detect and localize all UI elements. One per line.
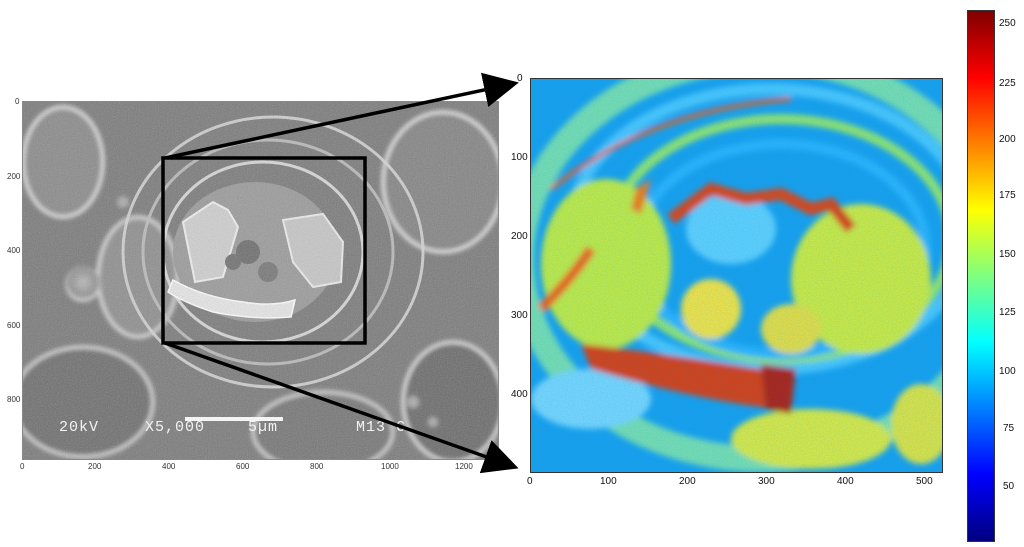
sem-scale-label: 5µm [248,419,279,436]
zoom-box [161,156,367,345]
sem-image-graphic [23,102,498,459]
zoom-arrow-top [164,72,519,160]
heatmap-y-tick: 200 [511,231,528,242]
heatmap-y-tick: 0 [517,73,523,84]
sem-x-tick: 800 [310,462,324,471]
sem-voltage-label: 20kV [59,419,100,436]
heatmap-x-tick: 100 [600,476,617,487]
sem-x-tick: 400 [162,462,176,471]
colorbar-tick: 75 [1003,423,1015,434]
colorbar-tick: 225 [999,78,1016,89]
sem-x-tick: 1000 [381,462,399,471]
colorbar-tick: 175 [999,190,1016,201]
colorbar-tick: 100 [999,366,1016,377]
heatmap-y-tick: 400 [511,389,528,400]
colorbar-tick: 150 [999,249,1016,260]
sem-x-tick: 0 [20,462,25,471]
heatmap-y-tick: 100 [511,152,528,163]
sem-y-tick: 400 [7,246,21,255]
heatmap-x-tick: 300 [758,476,775,487]
colorbar-tick: 50 [1003,481,1015,492]
heatmap-graphic [531,79,942,472]
colorbar-tick: 125 [999,307,1016,318]
sem-image: 20kV X5,000 5µm M13 C [22,101,499,460]
zoom-arrow-bottom [164,341,519,474]
sem-x-tick: 1200 [455,462,473,471]
heatmap-x-tick: 400 [837,476,854,487]
sem-x-tick: 200 [88,462,102,471]
heatmap-image [530,78,943,473]
heatmap-y-tick: 300 [511,310,528,321]
heatmap-x-tick: 500 [916,476,933,487]
colorbar-tick: 200 [999,134,1016,145]
sem-y-tick: 0 [15,97,20,106]
sem-y-tick: 200 [7,172,21,181]
colorbar [967,10,995,542]
colorbar-tick: 250 [999,18,1016,29]
sem-y-tick: 600 [7,321,21,330]
heatmap-x-tick: 0 [527,476,533,487]
sem-y-tick: 800 [7,395,21,404]
heatmap-x-tick: 200 [679,476,696,487]
sem-magnification-label: X5,000 [145,419,206,436]
sem-x-tick: 600 [236,462,250,471]
